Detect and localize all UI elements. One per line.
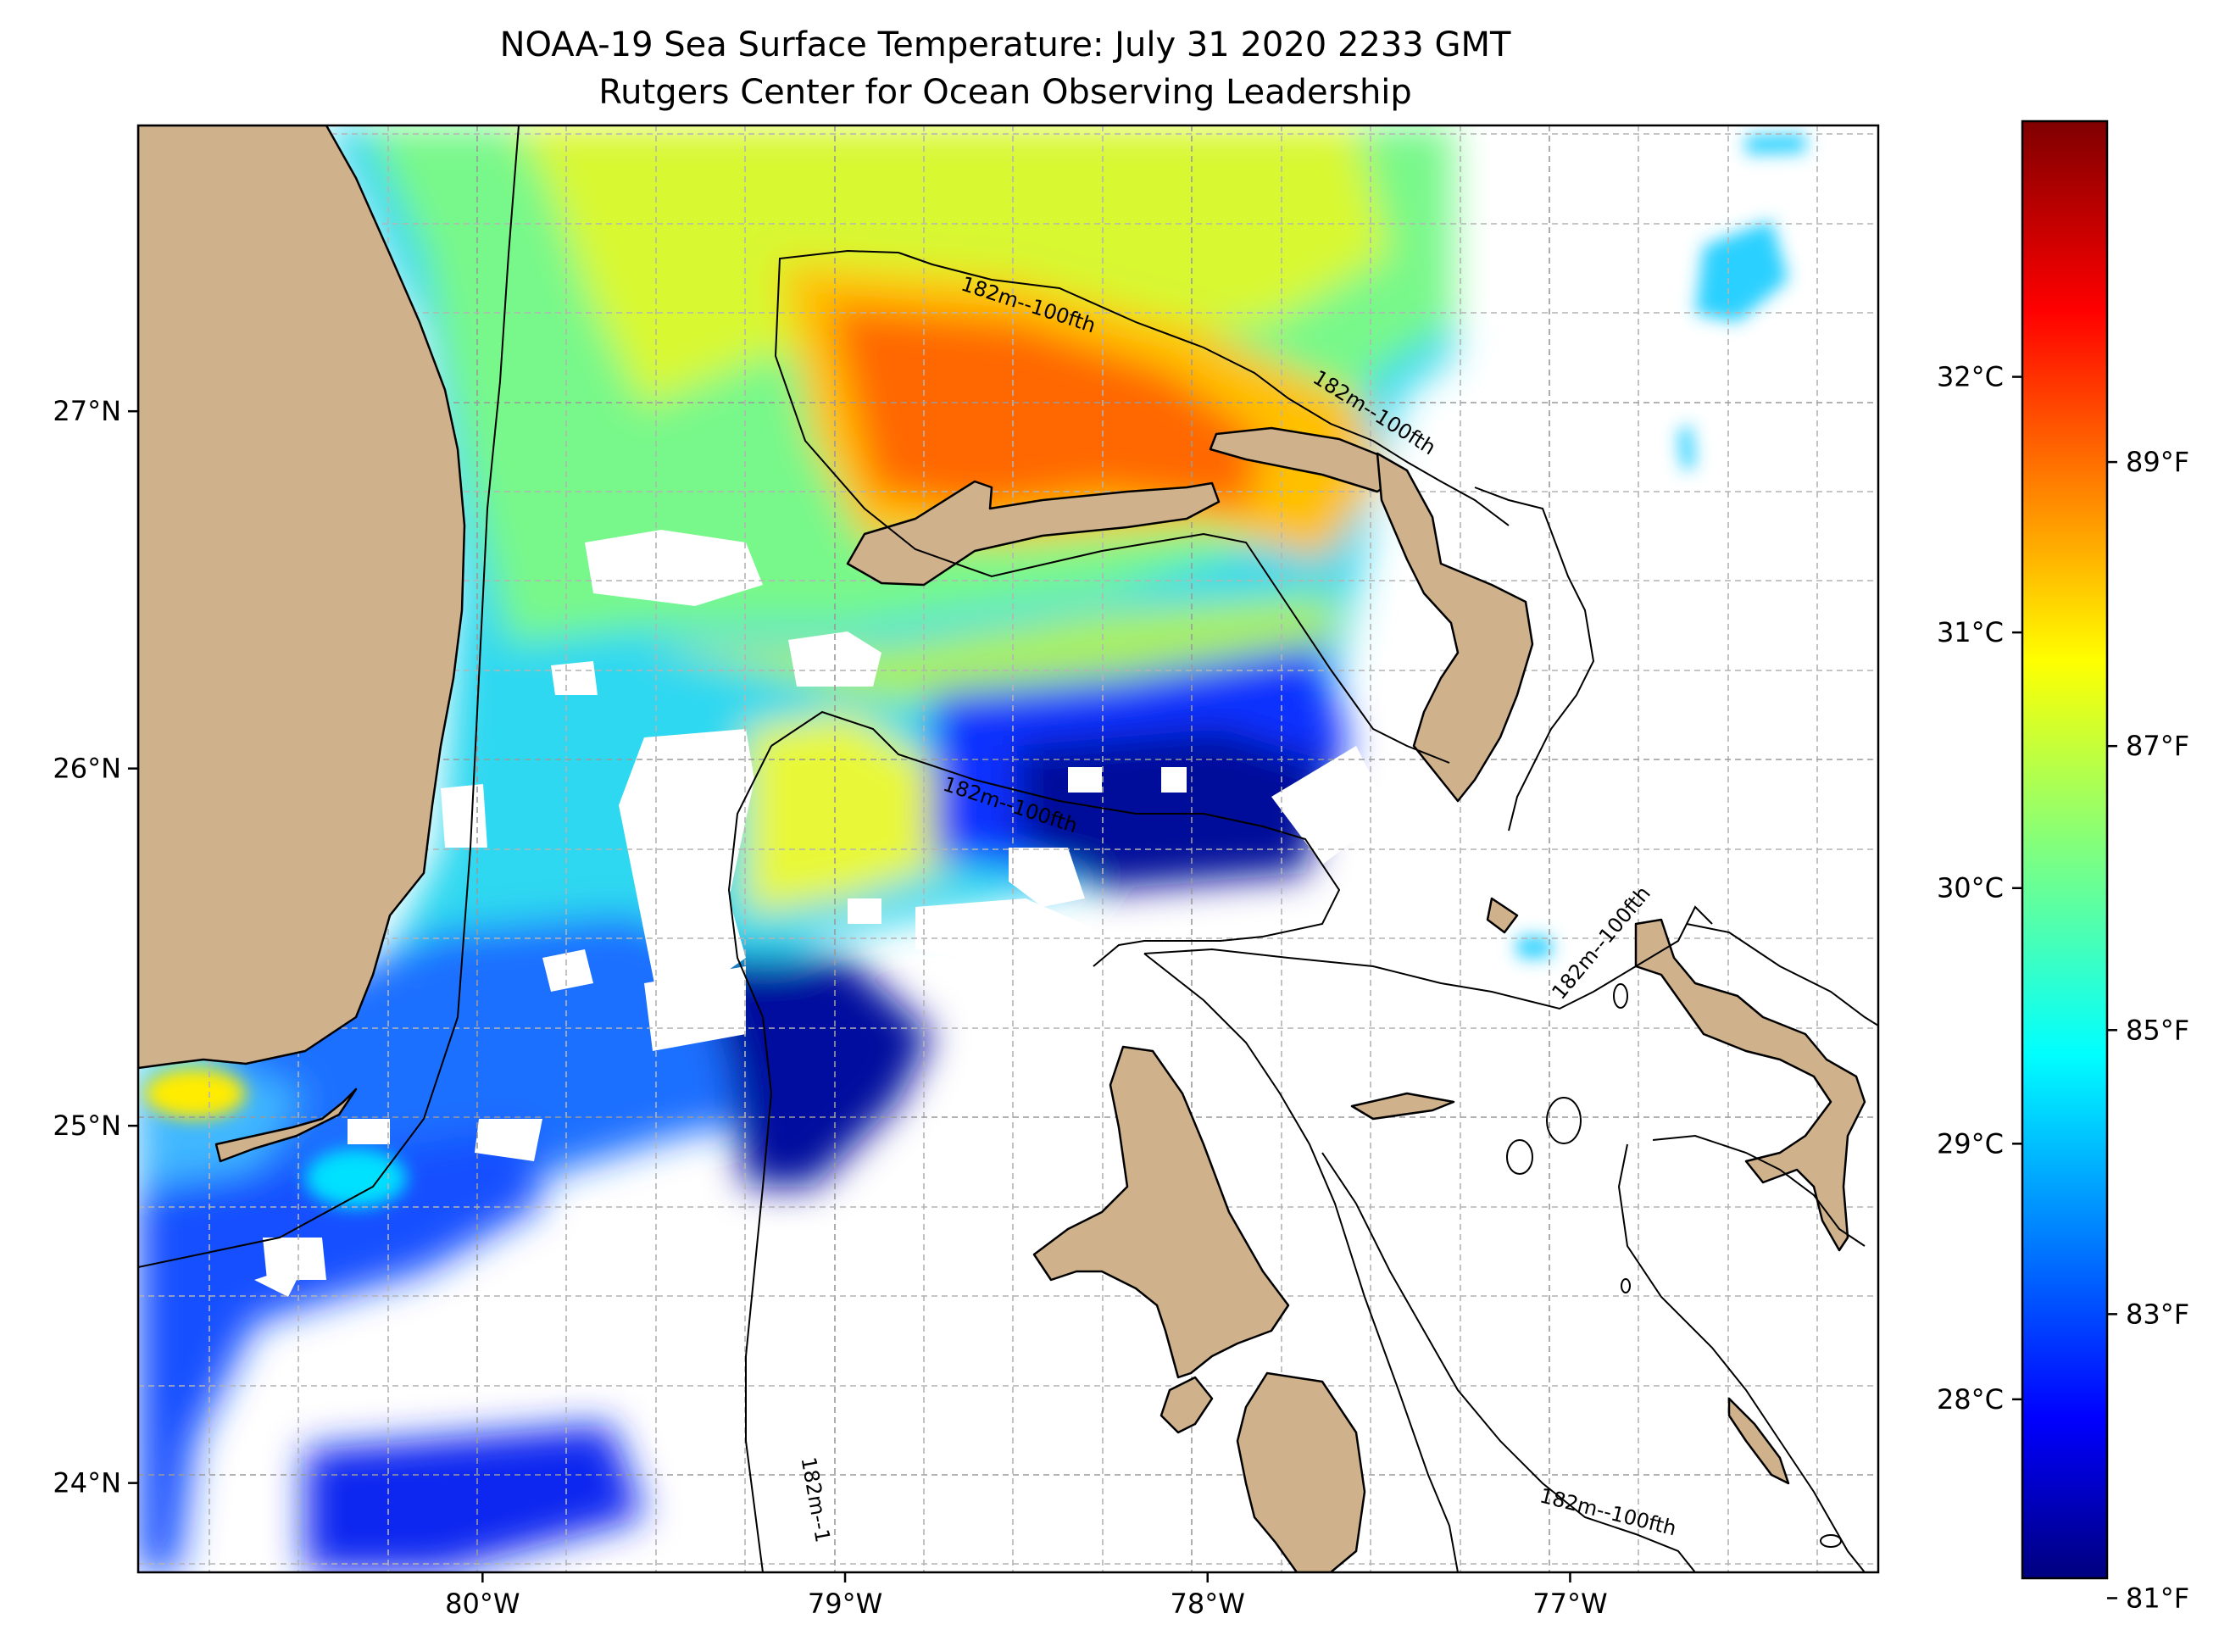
map-panel: 182m--100fth182m--100fth182m--100fth182m… (138, 125, 1878, 1572)
map-frame (136, 124, 1880, 1574)
map-subtitle: Rutgers Center for Ocean Observing Leade… (598, 73, 1412, 112)
new-providence (1350, 1092, 1455, 1121)
eleuthera (1634, 918, 1866, 1252)
sst-field (138, 125, 1805, 1572)
lon-tick-label: 79°W (808, 1588, 882, 1620)
fahrenheit-tick-label: 87°F (2126, 730, 2189, 762)
andros (1032, 1045, 1290, 1379)
lat-tick-label: 24°N (53, 1467, 121, 1499)
fahrenheit-tick-label: 83°F (2126, 1298, 2189, 1330)
map-title: NOAA-19 Sea Surface Temperature: July 31… (500, 25, 1511, 64)
andros-south (1236, 1371, 1366, 1572)
lon-tick-label: 77°W (1532, 1588, 1607, 1620)
exumas (1727, 1397, 1790, 1485)
lat-tick-label: 26°N (53, 753, 121, 785)
celsius-tick-label: 29°C (1937, 1127, 2004, 1160)
celsius-tick-label: 30°C (1937, 872, 2004, 904)
fahrenheit-tick-label: 89°F (2126, 446, 2189, 478)
colorbar: 28°C 29°C 30°C 31°C 32°C 81°F 83°F 85°F 87°F 89°… (1937, 120, 2189, 1614)
andros-islets (1159, 1376, 1214, 1434)
lat-tick-label: 27°N (53, 395, 121, 427)
isobath-contours (138, 125, 1878, 1572)
lon-tick-label: 78°W (1171, 1588, 1245, 1620)
celsius-tick-label: 31°C (1937, 616, 2004, 648)
fahrenheit-tick-label: 85°F (2126, 1014, 2189, 1046)
lat-tick-label: 25°N (53, 1110, 121, 1142)
colorbar-gradient (2021, 120, 2109, 1580)
florida-peninsula (138, 125, 466, 1070)
fahrenheit-ticks: 81°F 83°F 85°F 87°F 89°F (2107, 446, 2189, 1614)
longitude-axis: 80°W 79°W 78°W 77°W (445, 1572, 1608, 1620)
celsius-tick-label: 32°C (1937, 361, 2004, 393)
lon-tick-label: 80°W (445, 1588, 520, 1620)
berry-islands (1486, 897, 1519, 934)
land (138, 125, 1866, 1572)
fahrenheit-tick-label: 81°F (2126, 1582, 2189, 1614)
latitude-axis: 24°N 25°N 26°N 27°N (53, 395, 138, 1499)
celsius-ticks: 28°C 29°C 30°C 31°C 32°C (1937, 361, 2022, 1416)
abaco (1376, 452, 1534, 803)
celsius-tick-label: 28°C (1937, 1383, 2004, 1416)
florida-keys (214, 1087, 358, 1163)
